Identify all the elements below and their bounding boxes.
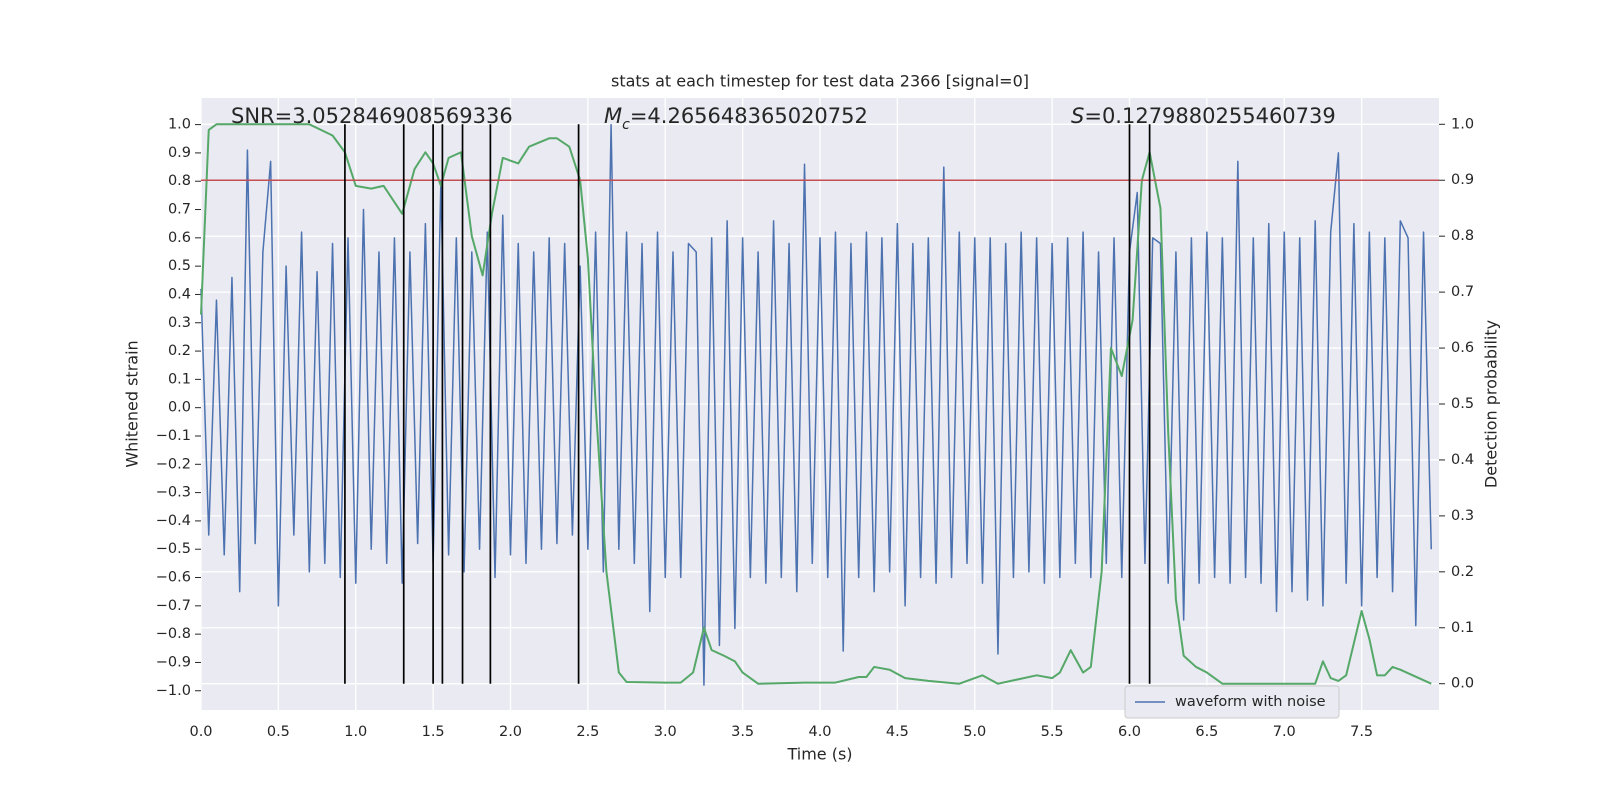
y-tick-label: −0.9 <box>156 654 191 670</box>
x-tick-label: 0.5 <box>267 724 290 740</box>
y-tick-label: −0.8 <box>156 626 191 642</box>
x-tick-label: 3.0 <box>654 724 677 740</box>
x-tick-label: 4.0 <box>808 724 831 740</box>
x-axis-label: Time (s) <box>786 745 852 764</box>
x-tick-label: 0.0 <box>189 724 212 740</box>
x-tick-label: 6.0 <box>1118 724 1141 740</box>
y-tick-label: 0.9 <box>168 145 191 161</box>
legend-label: waveform with noise <box>1175 694 1326 710</box>
y-tick-label: −0.2 <box>156 456 191 472</box>
x-tick-label: 2.5 <box>576 724 599 740</box>
y-tick-label: 0.8 <box>168 173 191 189</box>
x-tick-label: 1.0 <box>344 724 367 740</box>
x-tick-label: 1.5 <box>422 724 445 740</box>
y2-tick-label: 0.1 <box>1451 620 1474 636</box>
y-tick-label: −0.5 <box>156 541 191 557</box>
y-tick-label: 0.1 <box>168 371 191 387</box>
y-tick-label: 1.0 <box>168 117 191 133</box>
chart-title: stats at each timestep for test data 236… <box>611 72 1029 91</box>
y-axis-label: Whitened strain <box>123 340 142 467</box>
y-tick-label: 0.3 <box>168 315 191 331</box>
annotation-text: =0.1279880255460739 <box>1084 104 1335 128</box>
y-tick-label: −0.1 <box>156 428 191 444</box>
annotation: Mc=4.265648365020752 <box>604 104 868 133</box>
y2-axis-label: Detection probability <box>1482 320 1501 488</box>
annotation: S=0.1279880255460739 <box>1071 104 1336 128</box>
series-line <box>200 123 1433 686</box>
x-tick-label: 2.0 <box>499 724 522 740</box>
y2-tick-label: 0.0 <box>1451 676 1474 692</box>
y-tick-label: −0.6 <box>156 570 191 586</box>
legend-box <box>1124 685 1340 719</box>
annotation-text: =4.265648365020752 <box>630 104 868 128</box>
annotation: SNR=3.052846908569336 <box>231 104 513 128</box>
y-tick-label: −0.4 <box>156 513 191 529</box>
y-tick-label: 0.7 <box>168 202 191 218</box>
y2-tick-label: 0.5 <box>1451 396 1474 412</box>
annotation-subscript: c <box>622 117 630 133</box>
x-tick-label: 5.0 <box>963 724 986 740</box>
x-tick-label: 3.5 <box>731 724 754 740</box>
y2-tick-label: 0.4 <box>1451 452 1474 468</box>
y2-tick-label: 0.6 <box>1451 340 1474 356</box>
y-tick-label: 0.6 <box>168 230 191 246</box>
y-tick-label: −0.3 <box>156 485 191 501</box>
y-tick-label: 0.5 <box>168 258 191 274</box>
y2-tick-label: 0.3 <box>1451 508 1474 524</box>
annotation-symbol: M <box>604 104 622 128</box>
x-tick-label: 5.5 <box>1041 724 1064 740</box>
x-tick-label: 4.5 <box>886 724 909 740</box>
y2-tick-label: 0.9 <box>1451 172 1474 188</box>
x-tick-label: 7.0 <box>1273 724 1296 740</box>
y-tick-label: 0.4 <box>168 286 191 302</box>
y2-tick-label: 1.0 <box>1451 116 1474 132</box>
y-tick-label: −1.0 <box>156 683 191 699</box>
y2-tick-label: 0.7 <box>1451 284 1474 300</box>
y2-tick-label: 0.8 <box>1451 228 1474 244</box>
annotation-symbol: S <box>1071 104 1084 128</box>
x-tick-label: 7.5 <box>1350 724 1373 740</box>
x-tick-label: 6.5 <box>1195 724 1218 740</box>
y-tick-label: 0.2 <box>168 343 191 359</box>
annotation-text: SNR=3.052846908569336 <box>231 104 513 128</box>
y-tick-label: 0.0 <box>168 400 191 416</box>
y2-tick-label: 0.2 <box>1451 564 1474 580</box>
y-tick-label: −0.7 <box>156 598 191 614</box>
